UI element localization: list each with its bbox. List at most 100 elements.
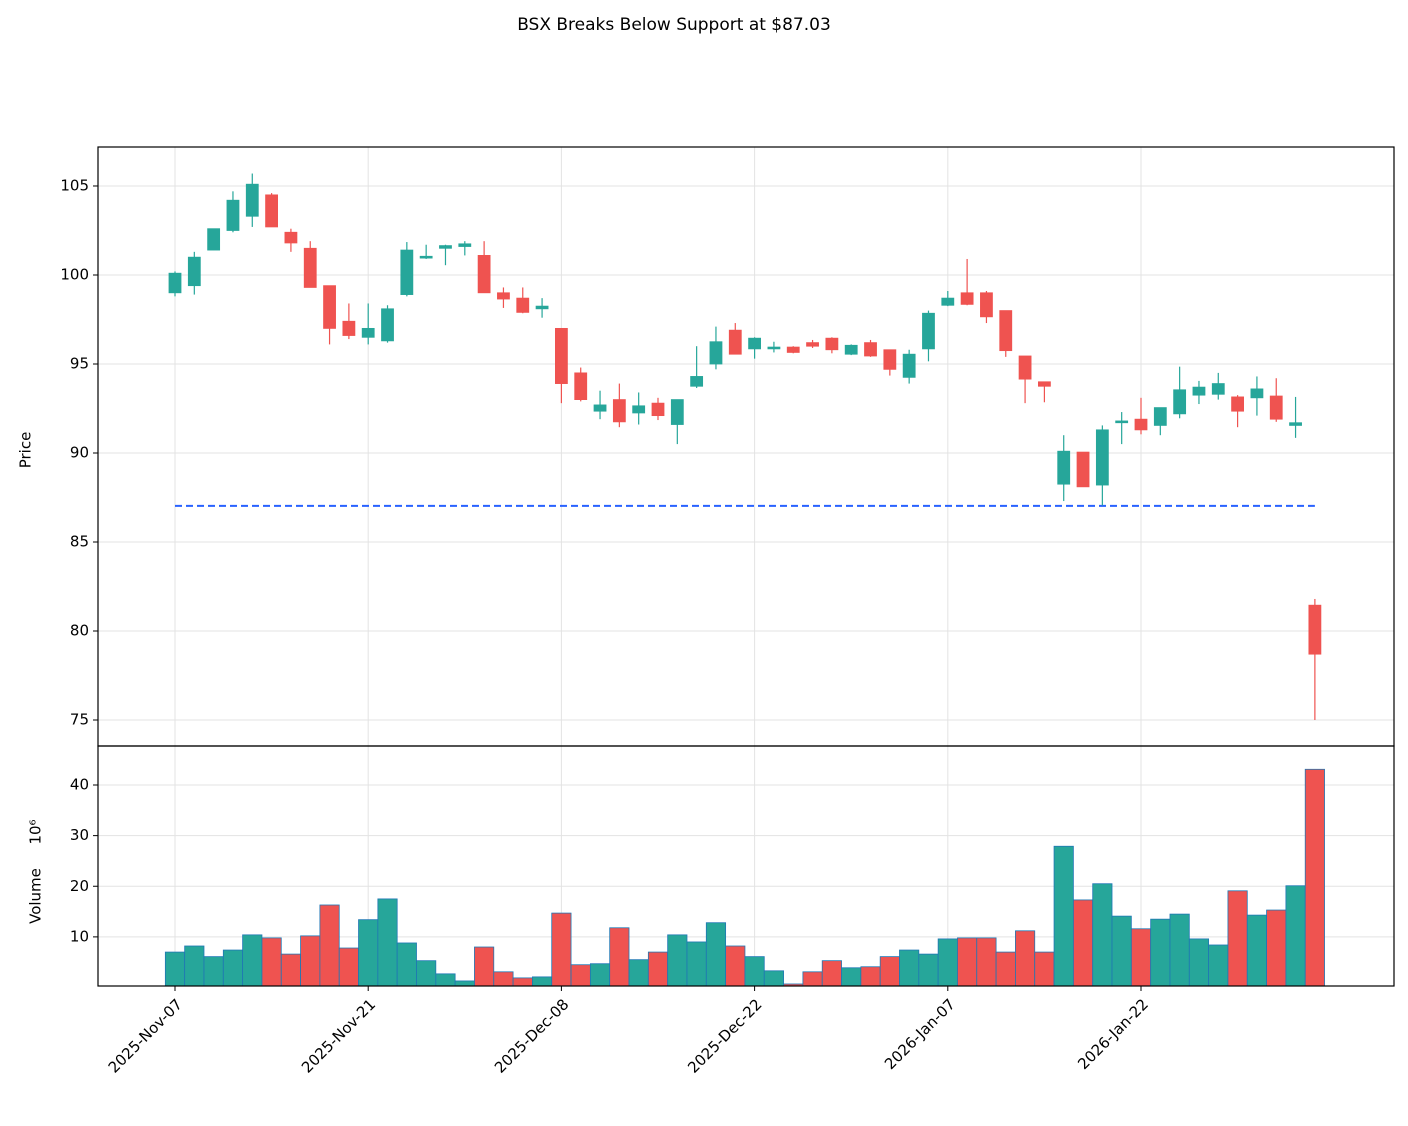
volume-bar [1130,928,1152,987]
y-tick-label: 80 [70,622,89,640]
candle-body [555,327,568,384]
volume-bar [203,956,224,987]
volume-bar [667,934,688,987]
candle-body [574,372,588,400]
volume-bar [1092,883,1113,987]
volume-bar [1150,918,1171,987]
candle-body [632,405,646,414]
candle-body [284,231,298,244]
y-tick-label: 75 [70,711,89,729]
volume-bar [860,966,881,987]
candle-body [670,399,684,425]
candle-body [168,272,182,294]
volume-bar [242,934,263,987]
volume-bar [628,959,649,987]
candle-body [400,249,414,295]
candle-body [1211,383,1225,395]
volume-bar [957,937,978,987]
volume-bar [396,942,417,987]
y-tick-label: 90 [70,443,89,461]
volume-bar [1266,909,1287,987]
volume-bar [841,967,862,987]
volume-bar [1072,899,1094,987]
volume-bar [1208,944,1229,987]
candle-body [1057,450,1071,485]
volume-bar [705,922,727,987]
candle-body [960,292,974,305]
candle-body [516,297,530,313]
candle-body [1289,422,1302,426]
volume-bar [280,953,301,987]
candle-body [922,312,935,350]
candle-body [748,337,761,350]
y-tick-label: 85 [70,533,89,551]
candle-body [806,342,819,347]
volume-bar [1227,890,1248,987]
volume-bar [609,927,630,987]
candle-body [1192,386,1206,396]
volume-bar [551,912,572,987]
volume-bar [435,973,456,987]
candle-body [187,256,201,287]
candle-body [690,376,704,387]
volume-bar [1111,915,1132,987]
candle-body [902,353,916,378]
volume-bar [416,960,437,987]
plot-frame [97,745,1395,987]
candle-body [767,346,781,350]
candle-body [1250,388,1264,399]
candle-body [999,310,1013,352]
candle-body [1269,395,1283,420]
volume-bar [377,898,398,987]
volume-bar [300,935,321,987]
candle-body [1173,389,1187,415]
y-tick-label: 40 [70,775,89,793]
candle-body [1018,355,1032,380]
volume-bar [918,953,939,987]
candle-body [245,183,259,217]
y-axis-label: Price [17,432,35,469]
volume-bar [493,971,514,987]
y-tick-label: 105 [60,176,89,194]
x-tick-label: 2026-Jan-22 [1074,995,1152,1073]
candle-body [342,320,356,336]
volume-bar [184,945,205,987]
x-tick-label: 2025-Dec-22 [684,995,765,1076]
x-tick-label: 2025-Nov-07 [105,995,186,1076]
candle-body [497,292,510,300]
volume-bar [725,945,746,987]
candle-body [1095,429,1109,486]
volume-bar [474,946,495,987]
volume-bar [532,976,553,987]
x-tick-label: 2026-Jan-07 [881,995,959,1073]
volume-bar [164,951,186,987]
candle-body [1076,451,1090,488]
volume-bar [647,951,669,987]
volume-bar [899,949,920,987]
candle-body [265,194,279,228]
candle-body [651,402,665,417]
candle-body [419,255,433,259]
volume-bar [976,937,997,987]
candle-body [825,337,839,351]
candle-body [226,199,240,231]
candle-body [303,247,317,288]
y-tick-label: 20 [70,877,89,895]
volume-bar [1034,951,1055,987]
volume-bar [1188,938,1210,987]
volume-bar [589,963,611,987]
candle-body [1115,420,1129,424]
volume-bar [937,938,958,987]
volume-bar [319,904,340,987]
volume-bar [686,941,707,987]
candle-body [864,342,877,357]
candle-body [728,329,742,355]
y-tick-label: 100 [60,265,89,283]
candle-body [323,285,336,329]
candle-body [883,349,897,370]
candle-body [1134,418,1148,431]
candle-body [439,245,452,249]
volume-axis-label: Volume [27,868,45,924]
